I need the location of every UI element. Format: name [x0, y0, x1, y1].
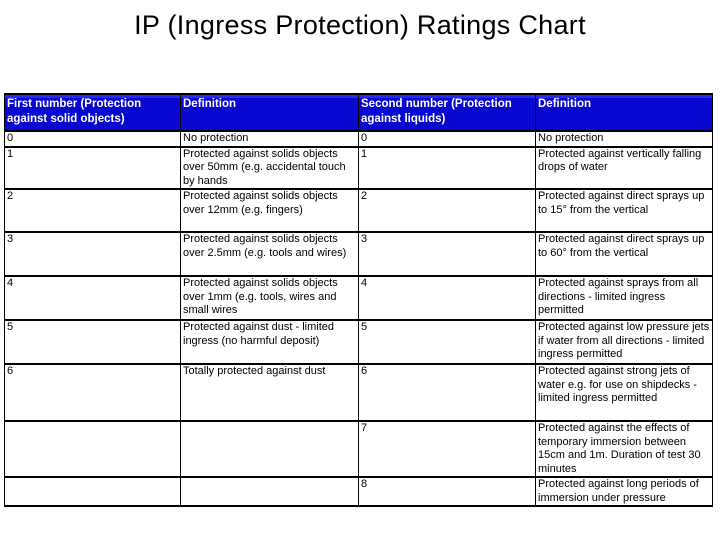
column-header-first-number: First number (Protection against solid o… [4, 93, 181, 132]
table-cell [4, 476, 181, 507]
table-cell: 4 [4, 275, 181, 321]
table-cell: Protected against solids objects over 12… [180, 188, 359, 233]
table-cell: Protected against sprays from all direct… [535, 275, 713, 321]
table-cell: Totally protected against dust [180, 363, 359, 422]
table-cell: 2 [358, 188, 536, 233]
table-cell: Protected against solids objects over 2.… [180, 231, 359, 277]
table-cell: Protected against long periods of immers… [535, 476, 713, 507]
table-cell: 6 [358, 363, 536, 422]
table-cell: Protected against direct sprays up to 15… [535, 188, 713, 233]
table-row: 8 Protected against long periods of imme… [4, 476, 713, 507]
table-cell: 3 [358, 231, 536, 277]
table-cell: Protected against the effects of tempora… [535, 420, 713, 478]
table-row: 0 No protection 0 No protection [4, 130, 713, 148]
table-cell: Protected against vertically falling dro… [535, 145, 713, 190]
table-cell [180, 420, 359, 478]
table-row: 1 Protected against solids objects over … [4, 145, 713, 190]
table-cell: 0 [4, 130, 181, 148]
table-cell: No protection [180, 130, 359, 148]
column-header-definition-solids: Definition [180, 93, 359, 132]
table-row: 4 Protected against solids objects over … [4, 275, 713, 321]
table-cell: 1 [358, 145, 536, 190]
table-cell: Protected against strong jets of water e… [535, 363, 713, 422]
table-row: 7 Protected against the effects of tempo… [4, 420, 713, 478]
table-cell: 1 [4, 145, 181, 190]
table-cell: Protected against dust - limited ingress… [180, 319, 359, 365]
table-row: 3 Protected against solids objects over … [4, 231, 713, 277]
table-cell: No protection [535, 130, 713, 148]
table-cell: 0 [358, 130, 536, 148]
table-cell: 8 [358, 476, 536, 507]
table-row: 6 Totally protected against dust 6 Prote… [4, 363, 713, 422]
page-title: IP (Ingress Protection) Ratings Chart [134, 10, 586, 40]
ip-ratings-table: First number (Protection against solid o… [4, 93, 713, 507]
column-header-second-number: Second number (Protection against liquid… [358, 93, 536, 132]
table-cell [4, 420, 181, 478]
table-cell: Protected against solids objects over 1m… [180, 275, 359, 321]
table-cell: 3 [4, 231, 181, 277]
table-row: 5 Protected against dust - limited ingre… [4, 319, 713, 365]
table-cell: Protected against direct sprays up to 60… [535, 231, 713, 277]
table-header-row: First number (Protection against solid o… [4, 93, 713, 132]
table-cell: 2 [4, 188, 181, 233]
table-cell: 4 [358, 275, 536, 321]
column-header-definition-liquids: Definition [535, 93, 713, 132]
table-cell: 6 [4, 363, 181, 422]
table-cell: Protected against low pressure jets if w… [535, 319, 713, 365]
table-row: 2 Protected against solids objects over … [4, 188, 713, 233]
table-cell: 5 [358, 319, 536, 365]
table-cell [180, 476, 359, 507]
table-cell: 7 [358, 420, 536, 478]
table-cell: 5 [4, 319, 181, 365]
table-cell: Protected against solids objects over 50… [180, 145, 359, 190]
